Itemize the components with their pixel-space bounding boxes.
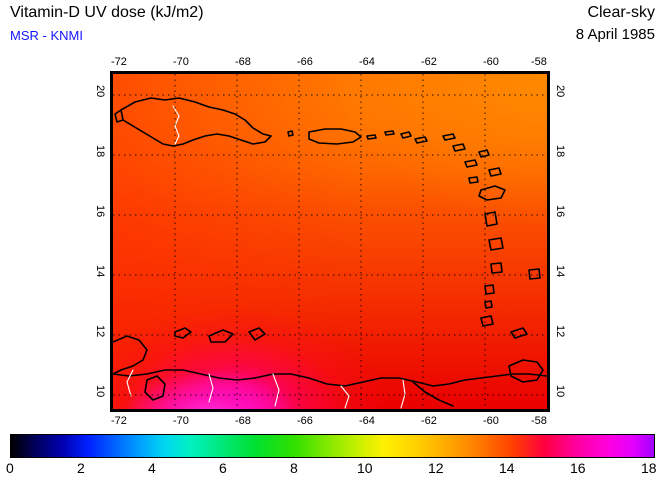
colorbar-tick-5: 10 bbox=[357, 460, 373, 476]
x-tick-top-7: -58 bbox=[531, 56, 547, 68]
y-tick-right-4: 12 bbox=[554, 325, 566, 338]
colorbar-tick-1: 2 bbox=[77, 460, 85, 476]
y-tick-3: 14 bbox=[94, 265, 106, 278]
map-gridlines bbox=[113, 74, 547, 409]
uv-dose-heatmap-field bbox=[113, 74, 547, 409]
heatmap-peak-layer bbox=[113, 74, 547, 409]
y-tick-right-1: 18 bbox=[554, 145, 566, 158]
x-tick-top-5: -62 bbox=[421, 56, 437, 68]
chart-date-label: 8 April 1985 bbox=[575, 26, 655, 43]
x-tick-1: -70 bbox=[173, 415, 189, 427]
colorbar-tick-7: 14 bbox=[499, 460, 515, 476]
colorbar: 0 2 4 6 8 10 12 14 16 18 bbox=[6, 434, 657, 476]
x-tick-4: -64 bbox=[359, 415, 375, 427]
x-tick-top-2: -68 bbox=[235, 56, 251, 68]
y-tick-2: 16 bbox=[94, 205, 106, 218]
y-tick-right-3: 14 bbox=[554, 265, 566, 278]
x-tick-3: -66 bbox=[297, 415, 313, 427]
x-tick-top-1: -70 bbox=[173, 56, 189, 68]
chart-condition-label: Clear-sky bbox=[587, 4, 655, 21]
colorbar-tick-8: 16 bbox=[570, 460, 586, 476]
y-tick-right-5: 10 bbox=[554, 385, 566, 398]
y-tick-right-0: 20 bbox=[554, 85, 566, 98]
y-tick-right-2: 16 bbox=[554, 205, 566, 218]
x-tick-top-6: -60 bbox=[483, 56, 499, 68]
y-tick-5: 10 bbox=[94, 385, 106, 398]
y-tick-0: 20 bbox=[94, 85, 106, 98]
x-tick-top-0: -72 bbox=[111, 56, 127, 68]
x-tick-2: -68 bbox=[235, 415, 251, 427]
x-tick-6: -60 bbox=[483, 415, 499, 427]
colorbar-tick-3: 6 bbox=[219, 460, 227, 476]
x-tick-0: -72 bbox=[111, 415, 127, 427]
chart-source-label: MSR - KNMI bbox=[10, 28, 83, 43]
x-tick-top-3: -66 bbox=[297, 56, 313, 68]
colorbar-tick-9: 18 bbox=[641, 460, 657, 476]
colorbar-tick-0: 0 bbox=[6, 460, 14, 476]
y-tick-4: 12 bbox=[94, 325, 106, 338]
x-tick-5: -62 bbox=[421, 415, 437, 427]
colorbar-gradient bbox=[10, 434, 655, 458]
x-tick-7: -58 bbox=[531, 415, 547, 427]
x-tick-top-4: -64 bbox=[359, 56, 375, 68]
colorbar-tick-2: 4 bbox=[148, 460, 156, 476]
colorbar-tick-4: 8 bbox=[290, 460, 298, 476]
chart-title: Vitamin-D UV dose (kJ/m2) bbox=[10, 4, 204, 21]
y-tick-1: 18 bbox=[94, 145, 106, 158]
map-plot-area bbox=[110, 71, 550, 412]
colorbar-tick-6: 12 bbox=[428, 460, 444, 476]
